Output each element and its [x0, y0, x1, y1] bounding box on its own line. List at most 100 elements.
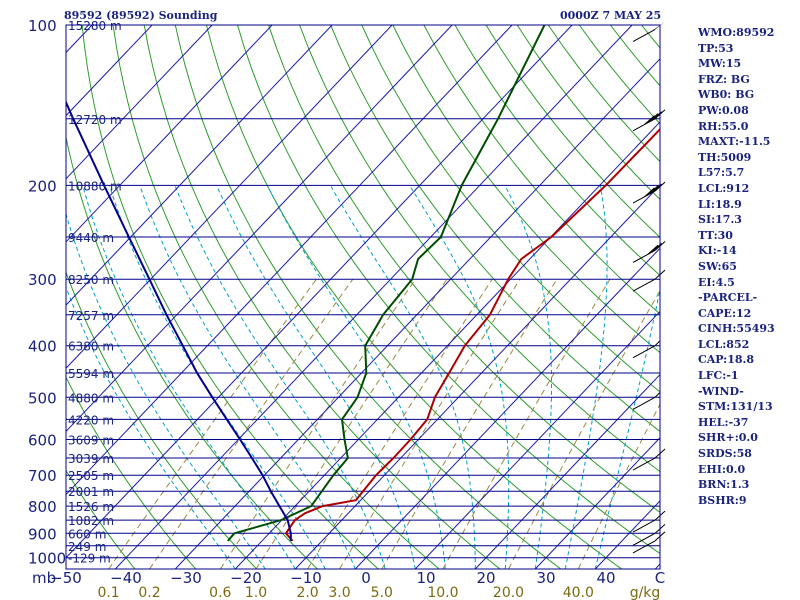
- height-label: 7257 m: [68, 309, 114, 323]
- profile-series: [66, 25, 660, 542]
- pressure-tick-label: 1000: [28, 550, 66, 568]
- height-label: 660 m: [68, 527, 106, 541]
- dry-adiabat-line: [66, 469, 136, 569]
- height-label: 5594 m: [68, 367, 114, 381]
- isotherm-line: [354, 247, 660, 569]
- isotherm-line: [66, 25, 573, 559]
- pressure-tick-label: 100: [28, 17, 57, 35]
- mixing-ratio-line: [381, 278, 558, 569]
- moist-adiabat-line: [109, 185, 326, 569]
- temperature-tick-label: 40: [596, 569, 615, 587]
- index-line: -PARCEL-: [698, 291, 758, 305]
- moist-adiabat-line: [409, 185, 510, 569]
- height-label: 3039 m: [68, 452, 114, 466]
- isotherm-line: [534, 437, 660, 569]
- index-line: MAXT:-11.5: [698, 135, 771, 149]
- dry-adiabat-line: [392, 25, 660, 354]
- index-line: RH:55.0: [698, 119, 749, 133]
- index-line: TT:30: [698, 228, 733, 242]
- isotherm-line: [174, 58, 660, 569]
- index-line: WB0: BG: [698, 88, 755, 102]
- temperature-tick-label: −50: [50, 569, 82, 587]
- height-label: 8250 m: [68, 273, 114, 287]
- mixing-ratio-line: [442, 278, 611, 569]
- mixing-ratio-line: [108, 278, 317, 569]
- mixing-ratio-line: [508, 289, 660, 569]
- isotherm-line: [474, 373, 660, 569]
- index-line: -WIND-: [698, 384, 744, 398]
- mixing-ratio-tick-label: 1.0: [245, 585, 267, 600]
- mixing-ratio-tick-label: 5.0: [371, 585, 393, 600]
- pressure-unit-label: mb: [32, 569, 56, 587]
- dry-adiabat-line: [112, 25, 440, 569]
- height-label: 12720 m: [68, 113, 122, 127]
- temperature-tick-label: −20: [230, 569, 262, 587]
- moist-adiabat-line: [594, 286, 660, 569]
- mixing-ratio-line: [577, 403, 660, 569]
- dewpoint-profile-line: [227, 25, 546, 542]
- mixing-ratio-line: [307, 278, 493, 569]
- isotherm-line: [0, 25, 32, 569]
- index-line: L57:5.7: [698, 166, 745, 180]
- moist-adiabat-line: [66, 212, 266, 569]
- index-line: KI:-14: [698, 244, 737, 258]
- pressure-tick-label: 800: [28, 498, 57, 516]
- pressure-tick-label: 700: [28, 467, 57, 485]
- temperature-tick-label: 0: [361, 569, 371, 587]
- isotherm-line: [234, 121, 660, 569]
- moist-adiabat-line: [216, 185, 416, 569]
- height-label: -129 m: [68, 552, 111, 566]
- height-label: 1526 m: [68, 500, 114, 514]
- index-line: TH:5009: [698, 150, 752, 164]
- parcel-profile-line: [66, 99, 292, 541]
- dry-adiabat-line: [81, 25, 379, 569]
- mixing-ratio-tick-label: 0.1: [97, 585, 119, 600]
- index-line: SI:17.3: [698, 213, 742, 227]
- index-line: CAPE:12: [698, 306, 752, 320]
- temperature-tick-label: −30: [170, 569, 202, 587]
- dry-adiabat-line: [66, 270, 257, 569]
- temperature-profile-line: [285, 127, 660, 542]
- isotherms: [0, 25, 660, 569]
- dry-adiabat-line: [330, 25, 660, 433]
- height-label: 6380 m: [68, 340, 114, 354]
- wind-barb: [632, 21, 665, 43]
- station-title: 89592 (89592) Sounding: [64, 9, 218, 22]
- index-line: LCL:912: [698, 181, 750, 195]
- index-line: MW:15: [698, 57, 742, 71]
- index-line: CAP:18.8: [698, 353, 755, 367]
- indices-panel: WMO:89592 TP:53 MW:15 FRZ: BG WB0: BG PW:0.08…: [698, 25, 775, 508]
- moist-adiabat-line: [266, 185, 446, 569]
- index-line: STM:131/13: [698, 400, 773, 414]
- height-label: 15280 m: [68, 19, 122, 33]
- moist-adiabat-line: [329, 185, 476, 569]
- mixing-ratio-unit: g/kg: [630, 585, 661, 600]
- index-line: EI:4.5: [698, 275, 735, 289]
- isotherm-line: [66, 25, 453, 433]
- index-line: LCL:852: [698, 337, 750, 351]
- pressure-tick-label: 600: [28, 432, 57, 450]
- index-line: PW:0.08: [698, 103, 749, 117]
- isotherm-line: [414, 310, 660, 569]
- temperature-tick-label: 30: [536, 569, 555, 587]
- dry-adiabat-line: [174, 25, 562, 569]
- height-label: 4220 m: [68, 413, 114, 427]
- pressure-tick-label: 300: [28, 271, 57, 289]
- dry-adiabat-line: [423, 25, 660, 315]
- mixing-ratio-line: [219, 278, 416, 569]
- temperature-tick-label: 10: [416, 569, 435, 587]
- height-labels: 15280 m 12720 m 10880 m 9440 m 8250 m 7257 m 6…: [68, 19, 122, 566]
- dry-adiabats: [66, 25, 660, 569]
- isotherm-line: [294, 184, 660, 569]
- mixing-ratio-line: [149, 278, 354, 569]
- isotherm-line: [66, 25, 333, 306]
- isotherm-line: [66, 25, 213, 180]
- mixing-ratio-line: [255, 278, 448, 569]
- mixing-ratio-tick-label: 3.0: [328, 585, 350, 600]
- moist-adiabat-line: [504, 185, 552, 569]
- height-label: 10880 m: [68, 179, 122, 193]
- pressure-tick-label: 500: [28, 389, 57, 407]
- mixing-ratio-tick-label: 10.0: [427, 585, 458, 600]
- mixing-ratio-tick-label: 0.2: [138, 585, 160, 600]
- isotherm-line: [66, 25, 393, 369]
